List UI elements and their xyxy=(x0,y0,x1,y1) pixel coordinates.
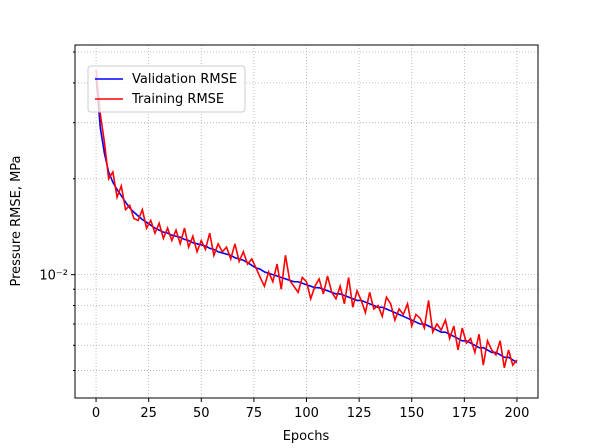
x-tick-label: 175 xyxy=(452,406,477,421)
x-tick-label: 50 xyxy=(193,406,210,421)
x-tick-label: 0 xyxy=(92,406,100,421)
x-tick-label: 125 xyxy=(347,406,372,421)
x-tick-label: 150 xyxy=(399,406,424,421)
legend-box xyxy=(87,65,246,113)
y-tick-label: 10⁻² xyxy=(39,269,68,284)
x-axis-label: Epochs xyxy=(283,429,330,444)
line xyxy=(95,69,518,368)
x-tick-label: 100 xyxy=(294,406,319,421)
x-tick-label: 75 xyxy=(246,406,263,421)
legend-label: Validation RMSE xyxy=(132,72,237,87)
x-tick-label: 25 xyxy=(140,406,157,421)
y-axis-label: Pressure RMSE, MPa xyxy=(9,155,24,286)
legend-label: Training RMSE xyxy=(131,92,224,107)
x-tick-label: 200 xyxy=(505,406,530,421)
plot-frame xyxy=(74,44,539,399)
